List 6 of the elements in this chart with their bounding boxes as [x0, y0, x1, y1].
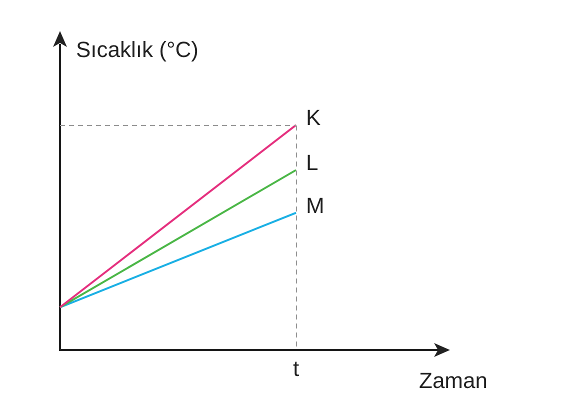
text: t	[292, 356, 300, 382]
x-axis-title: Zaman	[419, 368, 488, 394]
series-label: K	[306, 105, 321, 130]
series-label: L	[306, 150, 318, 176]
y-axis-title: Sıcaklık (°C)	[76, 37, 198, 62]
series-label: M	[306, 192, 324, 218]
